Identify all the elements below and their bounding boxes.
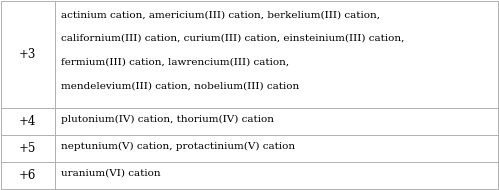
Text: californium(III) cation, curium(III) cation, einsteinium(III) cation,: californium(III) cation, curium(III) cat… [61, 34, 404, 43]
Text: fermium(III) cation, lawrencium(III) cation,: fermium(III) cation, lawrencium(III) cat… [61, 58, 289, 67]
Text: actinium cation, americium(III) cation, berkelium(III) cation,: actinium cation, americium(III) cation, … [61, 10, 380, 19]
Text: uranium(VI) cation: uranium(VI) cation [61, 169, 160, 178]
Text: +3: +3 [19, 48, 36, 61]
Text: +6: +6 [19, 169, 36, 182]
Text: +4: +4 [19, 115, 36, 128]
Text: +5: +5 [19, 142, 36, 155]
Text: mendelevium(III) cation, nobelium(III) cation: mendelevium(III) cation, nobelium(III) c… [61, 82, 299, 91]
Text: neptunium(V) cation, protactinium(V) cation: neptunium(V) cation, protactinium(V) cat… [61, 142, 295, 151]
Text: plutonium(IV) cation, thorium(IV) cation: plutonium(IV) cation, thorium(IV) cation [61, 115, 273, 124]
